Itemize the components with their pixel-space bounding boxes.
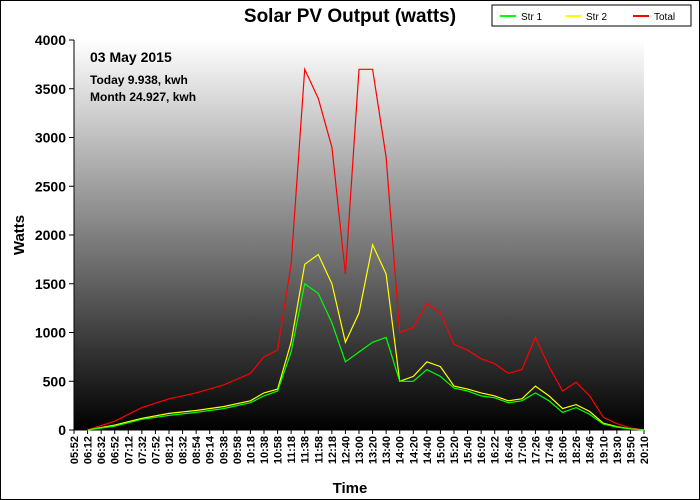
x-axis-ticks: 05:52 06:12 06:32 06:52 07:12 07:32 07:52 08:12… — [69, 430, 651, 464]
legend-label-str1: Str 1 — [521, 12, 543, 23]
x-tick-label: 16:22 — [490, 436, 502, 464]
y-tick-label: 1500 — [35, 276, 66, 292]
x-axis-title: Time — [333, 480, 368, 497]
x-tick-label: 13:40 — [381, 436, 393, 464]
legend-label-str2: Str 2 — [586, 12, 608, 23]
x-tick-label: 16:46 — [503, 436, 515, 464]
x-tick-label: 06:52 — [110, 436, 122, 464]
x-tick-label: 09:14 — [205, 435, 217, 464]
x-tick-label: 08:12 — [164, 436, 176, 464]
x-tick-label: 13:20 — [368, 436, 380, 464]
y-tick-label: 3000 — [35, 130, 66, 146]
x-tick-label: 12:40 — [340, 436, 352, 464]
x-tick-label: 18:26 — [571, 436, 583, 464]
x-tick-label: 09:58 — [232, 436, 244, 464]
x-tick-label: 10:18 — [245, 436, 257, 464]
legend: Str 1 Str 2 Total — [491, 4, 692, 27]
series-line-str2 — [87, 242, 645, 431]
y-tick-label: 3500 — [35, 81, 66, 97]
annotation-date: 03 May 2015 — [90, 49, 172, 65]
x-tick-label: 08:32 — [178, 436, 190, 464]
x-tick-label: 07:12 — [123, 436, 135, 464]
series-line-total — [87, 66, 645, 431]
y-axis-title: Watts — [11, 215, 28, 255]
y-tick-label: 2000 — [35, 227, 66, 243]
x-tick-label: 10:58 — [273, 436, 285, 464]
x-tick-label: 12:18 — [327, 436, 339, 464]
x-tick-label: 14:40 — [422, 436, 434, 464]
y-tick-label: 500 — [43, 373, 67, 389]
x-tick-label: 07:52 — [150, 436, 162, 464]
chart-title: Solar PV Output (watts) — [244, 6, 456, 27]
x-tick-label: 08:54 — [191, 435, 203, 464]
series-line-str1 — [87, 282, 645, 431]
legend-label-total: Total — [654, 12, 675, 23]
x-tick-label: 06:32 — [96, 436, 108, 464]
series-lines — [87, 66, 645, 431]
x-tick-label: 11:38 — [300, 436, 312, 464]
x-tick-label: 07:32 — [137, 436, 149, 464]
legend-box — [491, 4, 692, 27]
plot-area — [74, 40, 644, 430]
x-tick-label: 14:00 — [395, 436, 407, 464]
x-tick-label: 19:30 — [612, 436, 624, 464]
x-tick-label: 18:06 — [558, 436, 570, 464]
annotation-today: Today 9.938, kwh — [90, 73, 188, 87]
y-axis-ticks: 0 500 1000 1500 2000 2500 3000 3500 4000 — [35, 32, 74, 438]
y-tick-label: 0 — [58, 422, 66, 438]
x-tick-label: 19:10 — [598, 436, 610, 464]
x-tick-label: 06:12 — [83, 436, 95, 464]
y-tick-label: 2500 — [35, 178, 66, 194]
x-tick-label: 15:40 — [463, 436, 475, 464]
x-tick-label: 17:26 — [530, 436, 542, 464]
x-tick-label: 14:20 — [408, 436, 420, 464]
x-tick-label: 13:00 — [354, 436, 366, 464]
x-tick-label: 18:46 — [585, 436, 597, 464]
x-tick-label: 09:38 — [218, 436, 230, 464]
x-tick-label: 15:00 — [435, 436, 447, 464]
x-tick-label: 15:20 — [449, 436, 461, 464]
x-tick-label: 11:18 — [286, 436, 298, 464]
annotation-month: Month 24.927, kwh — [90, 90, 196, 104]
x-tick-label: 10:38 — [259, 436, 271, 464]
y-tick-label: 1000 — [35, 325, 66, 341]
x-tick-label: 11:58 — [313, 436, 325, 464]
x-tick-label: 17:46 — [544, 436, 556, 464]
x-tick-label: 20:10 — [639, 436, 651, 464]
x-tick-label: 05:52 — [69, 436, 81, 464]
y-tick-label: 4000 — [35, 32, 66, 48]
x-tick-label: 16:02 — [476, 436, 488, 464]
x-tick-label: 19:50 — [625, 436, 637, 464]
x-tick-label: 17:06 — [517, 436, 529, 464]
